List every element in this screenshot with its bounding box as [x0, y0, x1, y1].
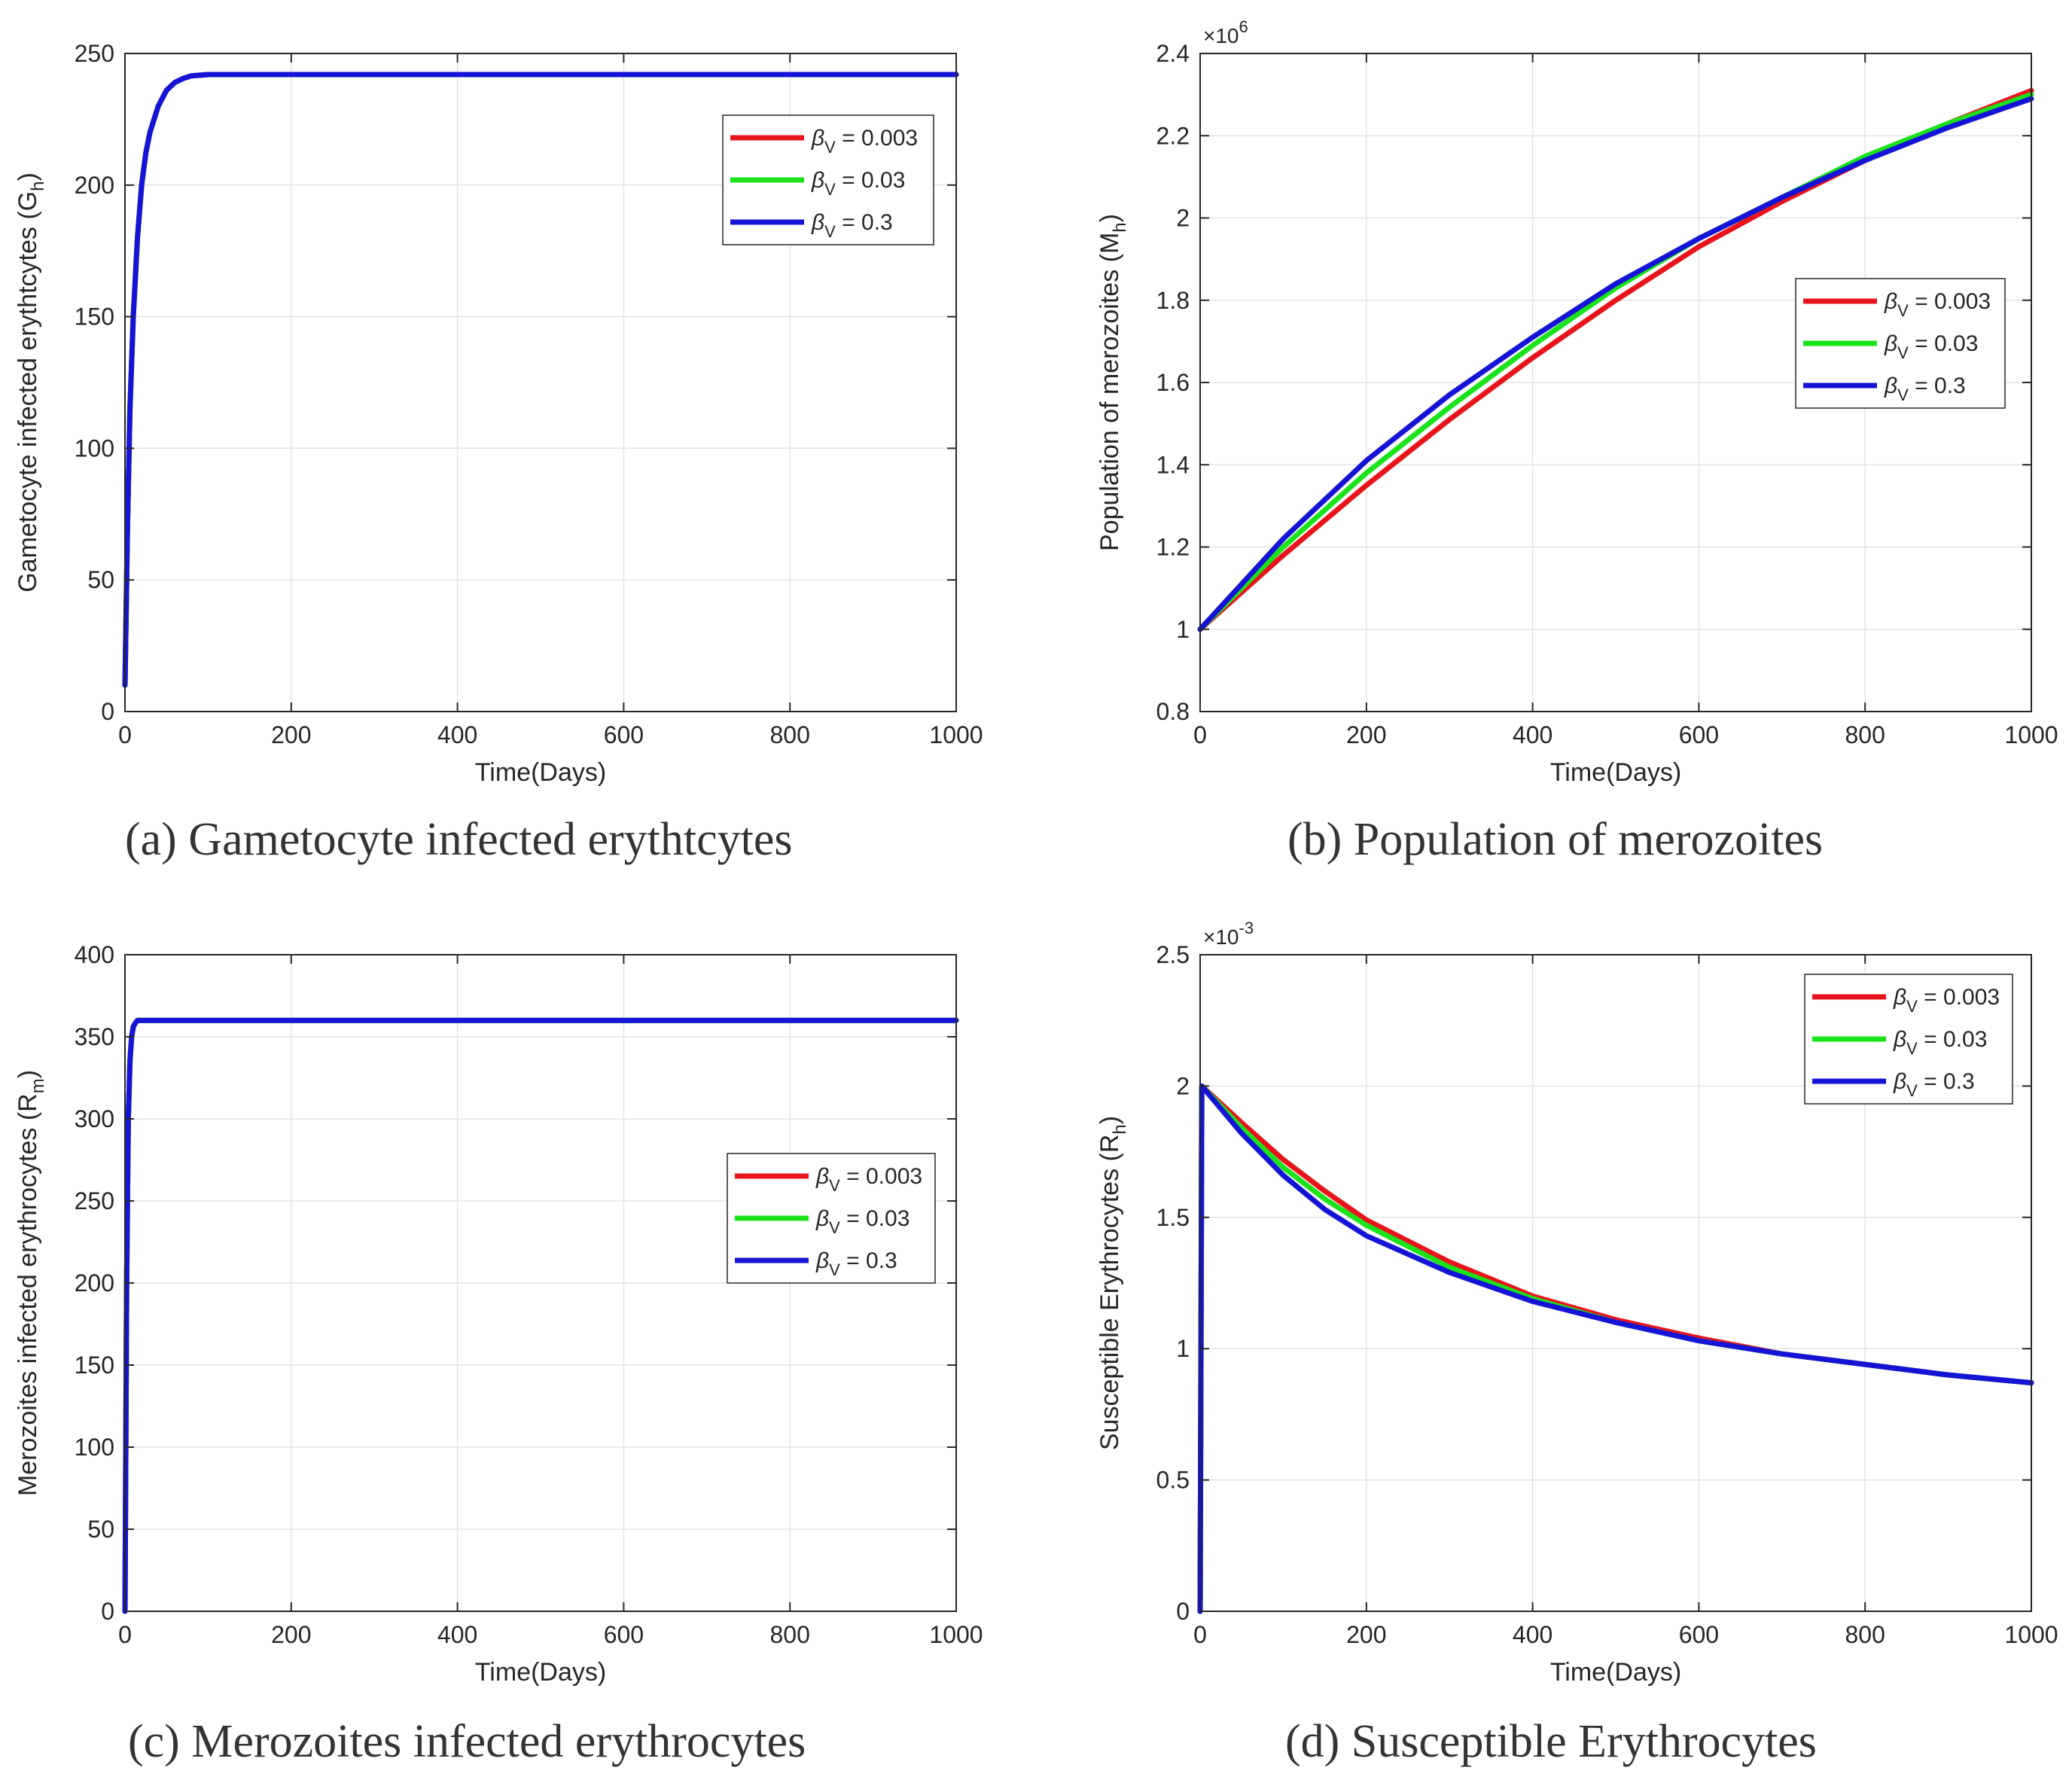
y-tick-label: 0.5 — [1156, 1467, 1190, 1494]
x-tick-label: 1000 — [929, 1621, 983, 1648]
x-tick-label: 0 — [118, 721, 132, 748]
panel-caption: (a) Gametocyte infected erythtcytes — [125, 814, 793, 865]
y-tick-label: 2.5 — [1156, 941, 1190, 968]
series-line-3 — [1197, 1083, 2034, 1614]
legend-label-2: βV = 0.03 — [1884, 331, 1978, 362]
y-tick-label: 150 — [75, 303, 114, 331]
y-tick-label: 400 — [75, 941, 114, 968]
y-tick-label: 2 — [1176, 1072, 1190, 1099]
panel-a: 0 200 400 600 800 1000 0 50 100 150 200 250 Time(Day… — [14, 40, 983, 865]
y-tick-label: 2.4 — [1156, 40, 1190, 67]
y-tick-label: 250 — [75, 1187, 114, 1214]
x-tick-label: 400 — [1513, 1621, 1552, 1648]
x-axis-label: Time(Days) — [1550, 758, 1681, 787]
x-axis-label: Time(Days) — [1550, 1658, 1681, 1687]
y-tick-label: 1.8 — [1156, 287, 1190, 314]
legend-label-1: βV = 0.003 — [815, 1164, 922, 1195]
x-tick-label: 1000 — [2004, 1621, 2058, 1648]
x-tick-label: 800 — [770, 721, 810, 748]
y-tick-label: 200 — [75, 172, 114, 199]
panel-caption: (b) Population of merozoites — [1287, 814, 1823, 865]
x-axis-label: Time(Days) — [475, 1658, 606, 1687]
y-tick-label: 100 — [75, 1434, 114, 1461]
y-tick-label: 1 — [1176, 616, 1190, 643]
series-line-3 — [122, 72, 959, 688]
x-tick-label: 800 — [1845, 1621, 1885, 1648]
series-line-3 — [122, 1017, 959, 1614]
y-tick-label: 150 — [75, 1352, 114, 1379]
legend-label-1: βV = 0.003 — [811, 126, 918, 157]
y-tick-label: 0.8 — [1156, 698, 1190, 725]
y-tick-label: 1.6 — [1156, 369, 1190, 396]
x-tick-label: 600 — [1679, 721, 1719, 748]
y-tick-label: 0 — [101, 698, 114, 725]
x-tick-label: 0 — [1193, 1621, 1207, 1648]
axes-box — [124, 53, 957, 712]
legend: βV = 0.003 βV = 0.03 βV = 0.3 — [1795, 278, 2006, 409]
legend-label-3: βV = 0.3 — [811, 210, 893, 241]
legend-label-2: βV = 0.03 — [1893, 1027, 1987, 1058]
y-tick-label: 0 — [101, 1598, 114, 1625]
x-axis-label: Time(Days) — [475, 758, 606, 787]
panel-d: 0 200 400 600 800 1000 0 0.5 1 1.5 2 2.5 ×10-3 Time(D… — [1095, 919, 2058, 1767]
panel-b: 0 200 400 600 800 1000 0.8 1 1.2 1.4 1.6 1.8 2 2.2 2.4… — [1095, 17, 2058, 865]
x-tick-label: 800 — [770, 1621, 810, 1648]
x-tick-label: 600 — [604, 1621, 644, 1648]
legend: βV = 0.003 βV = 0.03 βV = 0.3 — [722, 114, 934, 245]
series-line-3 — [1197, 96, 2034, 632]
y-tick-label: 1 — [1176, 1335, 1190, 1362]
panel-caption: (d) Susceptible Erythrocytes — [1285, 1716, 1817, 1767]
legend-label-3: βV = 0.3 — [1893, 1069, 1975, 1100]
legend: βV = 0.003 βV = 0.03 βV = 0.3 — [1804, 974, 2013, 1105]
x-tick-label: 400 — [437, 1621, 477, 1648]
y-tick-label: 50 — [87, 566, 114, 593]
y-tick-label: 300 — [75, 1105, 114, 1132]
x-tick-label: 200 — [1346, 1621, 1386, 1648]
x-tick-label: 1000 — [929, 721, 983, 748]
y-axis-label: Population of merozoites (Mh) — [1095, 214, 1130, 551]
x-tick-label: 400 — [437, 721, 477, 748]
legend-label-3: βV = 0.3 — [815, 1248, 897, 1279]
x-tick-label: 200 — [1346, 721, 1386, 748]
x-tick-label: 0 — [1193, 721, 1207, 748]
y-tick-label: 250 — [75, 40, 114, 67]
panel-caption: (c) Merozoites infected erythrocytes — [128, 1716, 806, 1767]
y-axis-label: Susceptible Erythrocytes (Rh) — [1095, 1116, 1130, 1450]
x-tick-label: 0 — [118, 1621, 132, 1648]
legend-label-1: βV = 0.003 — [1884, 289, 1991, 320]
y-axis-label: Merozoites infected erythrocytes (Rm) — [14, 1070, 48, 1496]
x-tick-label: 200 — [271, 1621, 311, 1648]
y-axis-label: Gametocyte infected erythtcytes (Gh) — [14, 172, 48, 593]
axis-exponent: ×106 — [1203, 17, 1248, 47]
axis-exponent: ×10-3 — [1203, 919, 1254, 949]
y-tick-label: 1.4 — [1156, 451, 1190, 478]
legend: βV = 0.003 βV = 0.03 βV = 0.3 — [727, 1153, 936, 1284]
y-tick-label: 2.2 — [1156, 122, 1190, 149]
y-tick-label: 50 — [87, 1516, 114, 1543]
legend-label-2: βV = 0.03 — [811, 168, 905, 199]
y-tick-label: 1.5 — [1156, 1204, 1190, 1231]
y-tick-label: 1.2 — [1156, 534, 1190, 561]
legend-label-1: βV = 0.003 — [1893, 985, 2000, 1016]
x-tick-label: 400 — [1513, 721, 1552, 748]
x-tick-label: 600 — [1679, 1621, 1719, 1648]
y-tick-label: 200 — [75, 1269, 114, 1297]
legend-label-2: βV = 0.03 — [815, 1206, 910, 1237]
x-tick-label: 200 — [271, 721, 311, 748]
y-tick-label: 0 — [1176, 1598, 1190, 1625]
x-tick-label: 800 — [1845, 721, 1885, 748]
panel-c: 0 200 400 600 800 1000 0 50 100 150 200 250 300 350 40… — [14, 941, 983, 1767]
series-line-2 — [1197, 92, 2034, 632]
y-tick-label: 350 — [75, 1023, 114, 1050]
y-tick-label: 2 — [1176, 205, 1190, 232]
axes-box — [1199, 954, 2032, 1612]
x-tick-label: 1000 — [2004, 721, 2058, 748]
legend-label-3: βV = 0.3 — [1884, 373, 1966, 404]
x-tick-label: 600 — [604, 721, 644, 748]
y-tick-label: 100 — [75, 434, 114, 462]
